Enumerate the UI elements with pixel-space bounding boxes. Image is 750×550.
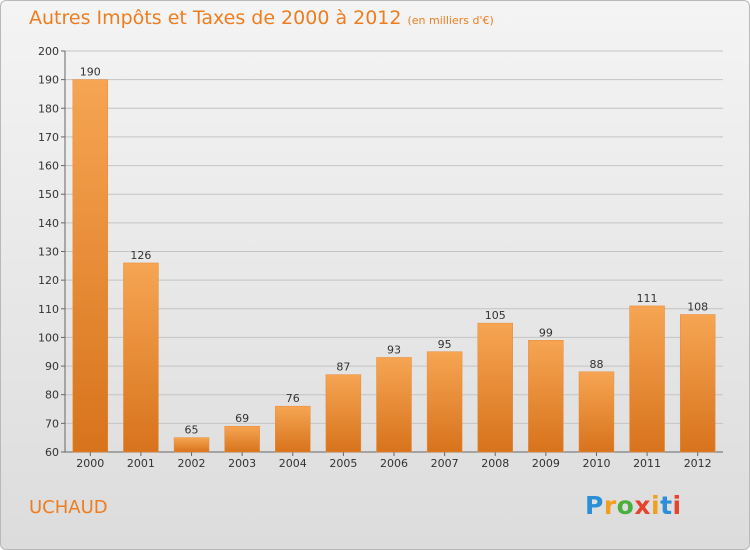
chart-subtitle: (en milliers d'€) bbox=[407, 14, 494, 27]
value-label: 93 bbox=[387, 343, 401, 356]
value-label: 111 bbox=[637, 292, 658, 305]
x-tick-label: 2002 bbox=[178, 457, 206, 470]
value-label: 87 bbox=[336, 361, 350, 374]
y-tick-label: 90 bbox=[45, 360, 59, 373]
bars bbox=[72, 79, 716, 453]
bar-2005 bbox=[325, 374, 362, 453]
y-tick-label: 130 bbox=[38, 246, 59, 259]
bar-2004 bbox=[275, 405, 311, 453]
value-label: 65 bbox=[185, 424, 199, 437]
bar-2011 bbox=[629, 305, 665, 453]
y-tick-label: 190 bbox=[38, 74, 59, 87]
x-tick-label: 2001 bbox=[127, 457, 155, 470]
x-tick-label: 2007 bbox=[431, 457, 459, 470]
x-tick-label: 2011 bbox=[633, 457, 661, 470]
logo-letter: P bbox=[585, 491, 604, 520]
value-label: 88 bbox=[589, 358, 603, 371]
y-tick-label: 200 bbox=[38, 45, 59, 58]
value-label: 105 bbox=[485, 309, 506, 322]
x-tick-label: 2009 bbox=[532, 457, 560, 470]
chart-title: Autres Impôts et Taxes de 2000 à 2012 (en… bbox=[29, 7, 494, 29]
x-tick-label: 2008 bbox=[481, 457, 509, 470]
bar-2003 bbox=[224, 425, 260, 453]
y-tick-label: 120 bbox=[38, 274, 59, 287]
value-label: 76 bbox=[286, 392, 300, 405]
y-tick-label: 80 bbox=[45, 389, 59, 402]
y-tick-label: 60 bbox=[45, 446, 59, 459]
bar-2001 bbox=[123, 262, 159, 453]
bar-2000 bbox=[72, 79, 109, 453]
logo-letter: o bbox=[616, 491, 635, 520]
value-label: 190 bbox=[80, 66, 101, 79]
x-tick-label: 2012 bbox=[684, 457, 712, 470]
bar-2002 bbox=[173, 437, 210, 453]
y-tick-label: 150 bbox=[38, 188, 59, 201]
value-label: 126 bbox=[130, 249, 151, 262]
logo-letter: x bbox=[634, 491, 651, 520]
chart-title-text: Autres Impôts et Taxes de 2000 à 2012 bbox=[29, 7, 402, 29]
logo-letter: i bbox=[672, 491, 682, 520]
x-tick-label: 2003 bbox=[228, 457, 256, 470]
y-tick-label: 70 bbox=[45, 417, 59, 430]
bar-2008 bbox=[477, 322, 513, 453]
value-label: 108 bbox=[687, 301, 708, 314]
y-tick-label: 170 bbox=[38, 131, 59, 144]
logo-letter: t bbox=[660, 491, 673, 520]
labels: 60 70 80 90 100 110 120 130 140 150 160 170 180 190 20… bbox=[38, 45, 712, 470]
x-tick-label: 2005 bbox=[329, 457, 357, 470]
value-label: 95 bbox=[438, 338, 452, 351]
value-label: 69 bbox=[235, 412, 249, 425]
x-tick-label: 2010 bbox=[582, 457, 610, 470]
y-tick-label: 180 bbox=[38, 102, 59, 115]
y-tick-label: 100 bbox=[38, 331, 59, 344]
value-label: 99 bbox=[539, 326, 553, 339]
bar-2009 bbox=[528, 340, 564, 453]
y-tick-label: 140 bbox=[38, 217, 59, 230]
bar-2010 bbox=[578, 371, 615, 453]
x-tick-label: 2004 bbox=[279, 457, 307, 470]
bar-2012 bbox=[679, 314, 716, 453]
commune-name: UCHAUD bbox=[29, 497, 108, 518]
bar-2006 bbox=[376, 357, 412, 453]
y-tick-label: 160 bbox=[38, 160, 59, 173]
y-tick-label: 110 bbox=[38, 303, 59, 316]
proxiti-logo[interactable]: Proxiti bbox=[585, 491, 682, 520]
logo-letter: r bbox=[603, 491, 617, 520]
x-tick-label: 2000 bbox=[76, 457, 104, 470]
logo-letter: i bbox=[651, 491, 661, 520]
x-tick-label: 2006 bbox=[380, 457, 408, 470]
bar-2007 bbox=[426, 351, 463, 453]
